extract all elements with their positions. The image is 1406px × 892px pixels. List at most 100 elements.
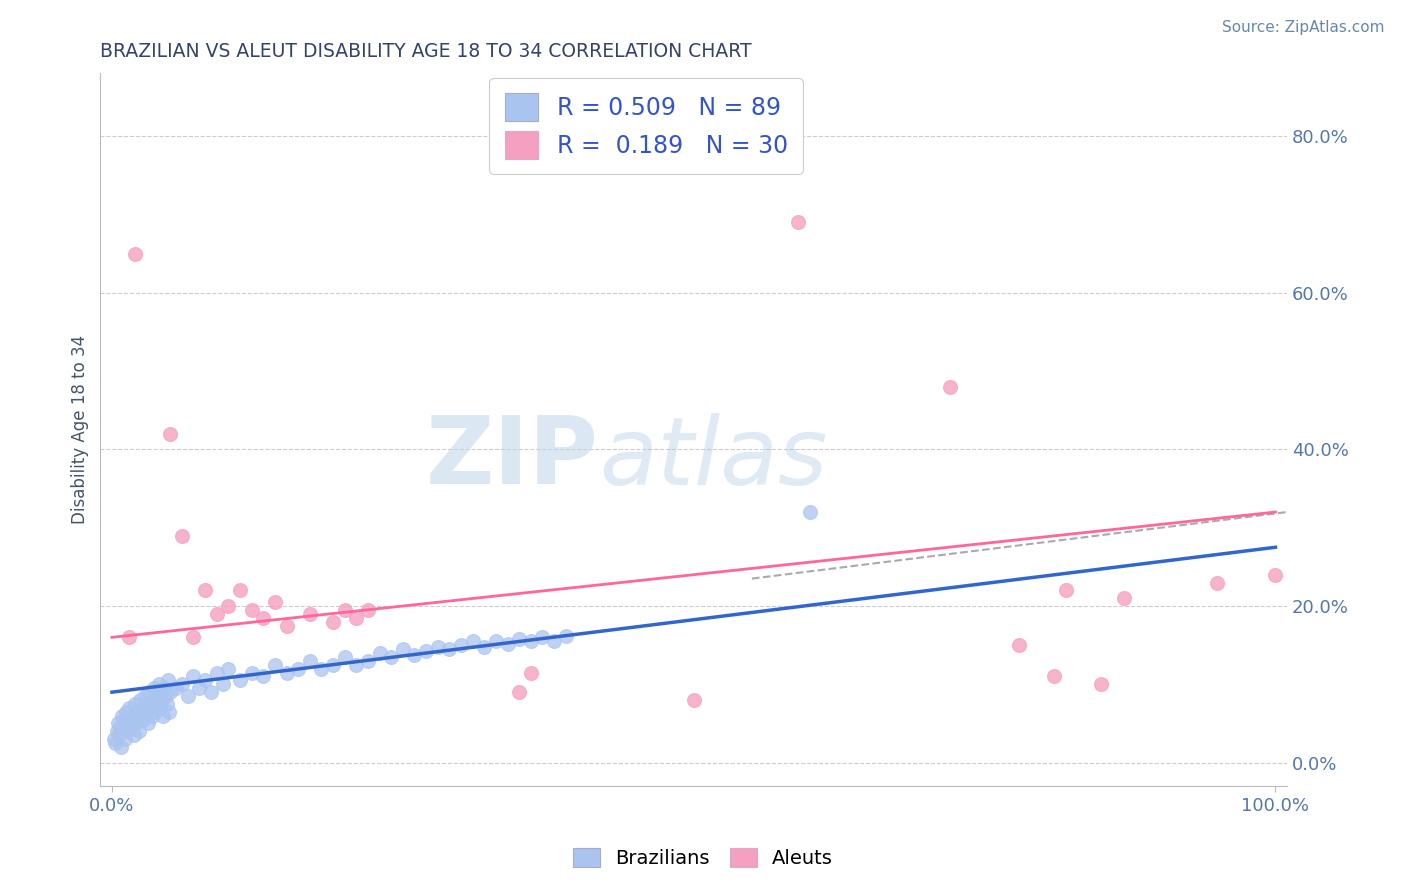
Legend: R = 0.509   N = 89, R =  0.189   N = 30: R = 0.509 N = 89, R = 0.189 N = 30 (489, 78, 803, 174)
Point (149, 685, 172, 699)
Point (120, 720, 142, 734)
Point (118, 631, 141, 645)
Point (287, 662, 309, 676)
Point (134, 689, 156, 703)
Text: BRAZILIAN VS ALEUT DISABILITY AGE 18 TO 34 CORRELATION CHART: BRAZILIAN VS ALEUT DISABILITY AGE 18 TO … (100, 42, 752, 61)
Point (1264, 567, 1286, 582)
Point (531, 631, 554, 645)
Point (357, 603, 380, 617)
Point (392, 642, 415, 657)
Point (108, 728, 131, 742)
Point (485, 634, 508, 648)
Point (1114, 591, 1136, 606)
Text: ZIP: ZIP (426, 412, 599, 504)
Point (1043, 669, 1066, 683)
Point (554, 629, 576, 643)
Y-axis label: Disability Age 18 to 34: Disability Age 18 to 34 (72, 335, 89, 524)
Point (380, 649, 402, 664)
Text: Source: ZipAtlas.com: Source: ZipAtlas.com (1222, 20, 1385, 35)
Legend: Brazilians, Aleuts: Brazilians, Aleuts (562, 838, 844, 878)
Point (156, 697, 179, 711)
Point (122, 728, 145, 742)
Point (194, 673, 217, 688)
Point (188, 681, 211, 696)
Point (211, 677, 233, 691)
Point (333, 603, 356, 617)
Point (125, 716, 148, 731)
Point (128, 724, 150, 739)
Point (404, 648, 426, 662)
Point (118, 701, 141, 715)
Point (472, 640, 495, 654)
Point (368, 646, 391, 660)
Point (229, 673, 252, 688)
Point (139, 701, 162, 715)
Point (152, 708, 174, 723)
Point (194, 583, 217, 598)
Point (520, 665, 543, 680)
Point (263, 595, 285, 609)
Point (115, 705, 138, 719)
Point (682, 693, 704, 707)
Point (148, 677, 170, 691)
Point (461, 634, 484, 648)
Point (344, 657, 367, 672)
Point (103, 732, 125, 747)
Point (183, 669, 205, 683)
Point (143, 705, 166, 719)
Point (108, 720, 131, 734)
Point (508, 632, 530, 646)
Point (146, 697, 169, 711)
Point (205, 665, 228, 680)
Point (155, 689, 177, 703)
Point (111, 708, 134, 723)
Point (165, 681, 187, 696)
Point (229, 583, 252, 598)
Point (132, 713, 155, 727)
Point (252, 611, 274, 625)
Point (205, 607, 228, 621)
Point (1090, 677, 1112, 691)
Point (145, 689, 167, 703)
Point (156, 673, 179, 688)
Point (263, 657, 285, 672)
Point (217, 599, 239, 613)
Point (129, 693, 152, 707)
Point (333, 649, 356, 664)
Point (787, 215, 810, 229)
Point (322, 657, 344, 672)
Point (112, 713, 135, 727)
Point (543, 634, 565, 648)
Point (135, 705, 157, 719)
Point (176, 689, 198, 703)
Text: atlas: atlas (599, 413, 827, 504)
Point (276, 665, 298, 680)
Point (142, 681, 165, 696)
Point (117, 716, 139, 731)
Point (450, 638, 472, 652)
Point (415, 644, 437, 658)
Point (240, 603, 263, 617)
Point (157, 705, 180, 719)
Point (1008, 638, 1031, 652)
Point (124, 246, 146, 260)
Point (344, 611, 367, 625)
Point (138, 685, 160, 699)
Point (496, 637, 519, 651)
Point (170, 528, 193, 542)
Point (142, 693, 165, 707)
Point (322, 615, 344, 629)
Point (129, 708, 152, 723)
Point (110, 739, 132, 754)
Point (121, 713, 143, 727)
Point (938, 380, 960, 394)
Point (1054, 583, 1077, 598)
Point (115, 724, 138, 739)
Point (200, 685, 222, 699)
Point (131, 701, 153, 715)
Point (124, 697, 146, 711)
Point (105, 724, 128, 739)
Point (122, 708, 145, 723)
Point (357, 654, 380, 668)
Point (135, 697, 157, 711)
